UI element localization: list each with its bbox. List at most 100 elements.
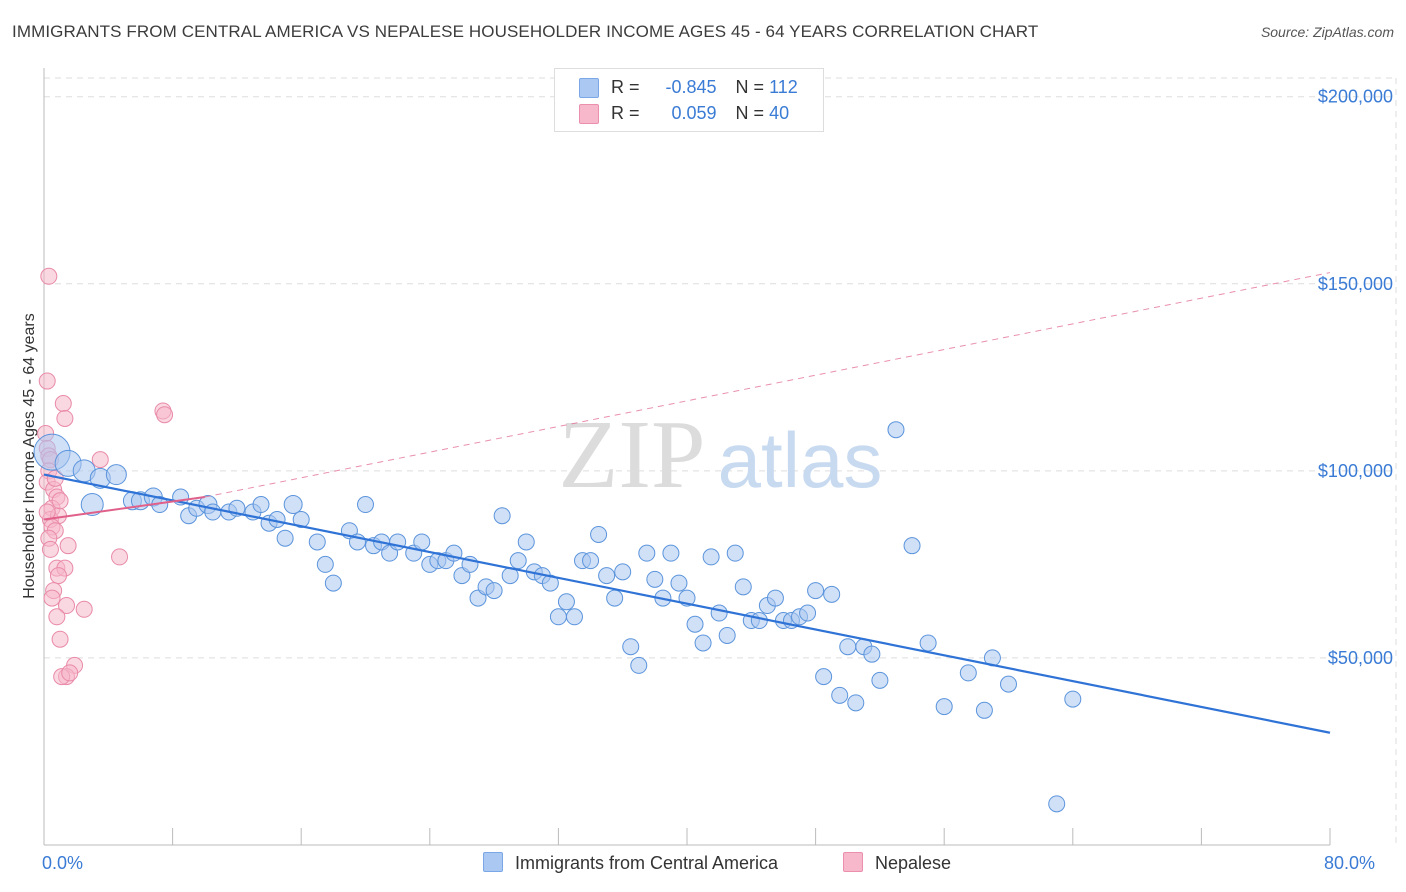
- y-tick-label: $200,000: [1318, 87, 1393, 107]
- central-america-point: [823, 585, 841, 603]
- legend-r-value: 0.059: [671, 103, 717, 123]
- nepalese-point: [51, 492, 69, 510]
- central-america-point: [590, 525, 608, 543]
- central-america-point: [919, 634, 937, 652]
- central-america-point: [549, 608, 567, 626]
- central-america-points: [33, 421, 1082, 813]
- central-america-point: [565, 608, 583, 626]
- central-america-point: [493, 507, 511, 525]
- central-america-point: [807, 582, 825, 600]
- nepalese-point: [58, 597, 76, 615]
- central-america-point: [630, 656, 648, 674]
- legend-r-label: R =: [611, 77, 640, 97]
- central-america-point: [815, 668, 833, 686]
- source-credit: Source: ZipAtlas.com: [1260, 24, 1394, 40]
- central-america-point: [1000, 675, 1017, 693]
- stats-legend: R = -0.845 N = 112 R = 0.059 N = 40: [554, 68, 824, 132]
- y-tick-labels: $50,000 $100,000 $150,000 $200,000: [1318, 87, 1393, 668]
- central-america-point: [863, 645, 881, 663]
- central-america-point: [292, 510, 310, 528]
- central-america-point: [638, 544, 656, 562]
- nepalese-point: [61, 664, 79, 682]
- central-america-point: [935, 698, 953, 716]
- central-america-point: [799, 604, 817, 622]
- central-america-point: [622, 638, 640, 656]
- central-america-point: [959, 664, 977, 682]
- legend-label: Immigrants from Central America: [515, 853, 779, 873]
- central-america-point: [975, 701, 993, 719]
- nepalese-point: [54, 395, 72, 413]
- central-america-point: [831, 686, 849, 704]
- central-america-point: [582, 552, 600, 570]
- central-america-point: [887, 421, 905, 439]
- x-tick-label-min: 0.0%: [42, 853, 84, 873]
- legend-n-label: N =: [735, 77, 765, 97]
- nepalese-point: [38, 372, 56, 390]
- central-america-point: [686, 615, 704, 633]
- nepalese-point: [91, 451, 109, 469]
- central-america-point: [750, 612, 768, 630]
- central-america-point: [252, 496, 270, 514]
- central-america-point: [598, 567, 616, 585]
- central-america-point: [694, 634, 712, 652]
- legend-swatch-blue: [483, 852, 503, 872]
- legend-swatch-pink: [843, 852, 863, 872]
- central-america-point: [80, 493, 104, 517]
- nepalese-point: [111, 548, 129, 566]
- central-america-point: [662, 544, 680, 562]
- central-america-point: [702, 548, 720, 566]
- central-america-point: [557, 593, 575, 611]
- y-tick-label: $50,000: [1328, 648, 1393, 668]
- central-america-point: [357, 496, 374, 514]
- central-america-trendline: [43, 473, 1331, 734]
- nepalese-point: [40, 267, 58, 285]
- central-america-point: [903, 537, 921, 555]
- central-america-point: [1048, 795, 1066, 813]
- central-america-point: [541, 574, 559, 592]
- watermark: ZIP atlas: [559, 401, 883, 509]
- trend-lines: [43, 272, 1331, 734]
- legend-n-label: N =: [735, 103, 765, 123]
- legend-item-central-america: Immigrants from Central America: [483, 852, 778, 874]
- nepalese-point: [59, 537, 77, 555]
- central-america-point: [670, 574, 688, 592]
- nepalese-point: [56, 409, 74, 427]
- grid-lines: [44, 77, 1397, 845]
- central-america-point: [105, 464, 127, 486]
- nepalese-point: [75, 600, 93, 618]
- central-america-point: [734, 578, 752, 596]
- central-america-point: [718, 626, 736, 644]
- central-america-point: [1064, 690, 1082, 708]
- watermark-atlas: atlas: [718, 416, 883, 504]
- central-america-point: [646, 570, 664, 588]
- legend-swatch-blue: [579, 78, 599, 98]
- central-america-point: [847, 694, 865, 712]
- central-america-point: [485, 582, 503, 600]
- central-america-point: [606, 589, 624, 607]
- legend-swatch-pink: [579, 104, 599, 124]
- y-tick-label: $150,000: [1318, 274, 1393, 294]
- legend-r-label: R =: [611, 103, 640, 123]
- central-america-point: [509, 552, 527, 570]
- central-america-point: [614, 563, 632, 581]
- central-america-point: [283, 495, 303, 515]
- legend-n-value: 112: [769, 77, 798, 97]
- chart-title: IMMIGRANTS FROM CENTRAL AMERICA VS NEPAL…: [12, 22, 1039, 41]
- central-america-point: [766, 589, 784, 607]
- nepalese-trendline: [43, 496, 205, 521]
- central-america-point: [710, 604, 728, 622]
- central-america-point: [413, 533, 431, 551]
- nepalese-point: [156, 406, 174, 424]
- central-america-point: [316, 555, 334, 573]
- legend-n-value: 40: [769, 103, 790, 123]
- central-america-point: [324, 574, 342, 592]
- legend-r-value: -0.845: [665, 77, 717, 97]
- nepalese-point: [49, 567, 67, 585]
- nepalese-point: [51, 630, 69, 648]
- legend-label: Nepalese: [875, 853, 952, 873]
- nepalese-point: [43, 589, 61, 607]
- nepalese-point: [48, 608, 66, 626]
- central-america-point: [839, 638, 857, 656]
- central-america-point: [308, 533, 326, 551]
